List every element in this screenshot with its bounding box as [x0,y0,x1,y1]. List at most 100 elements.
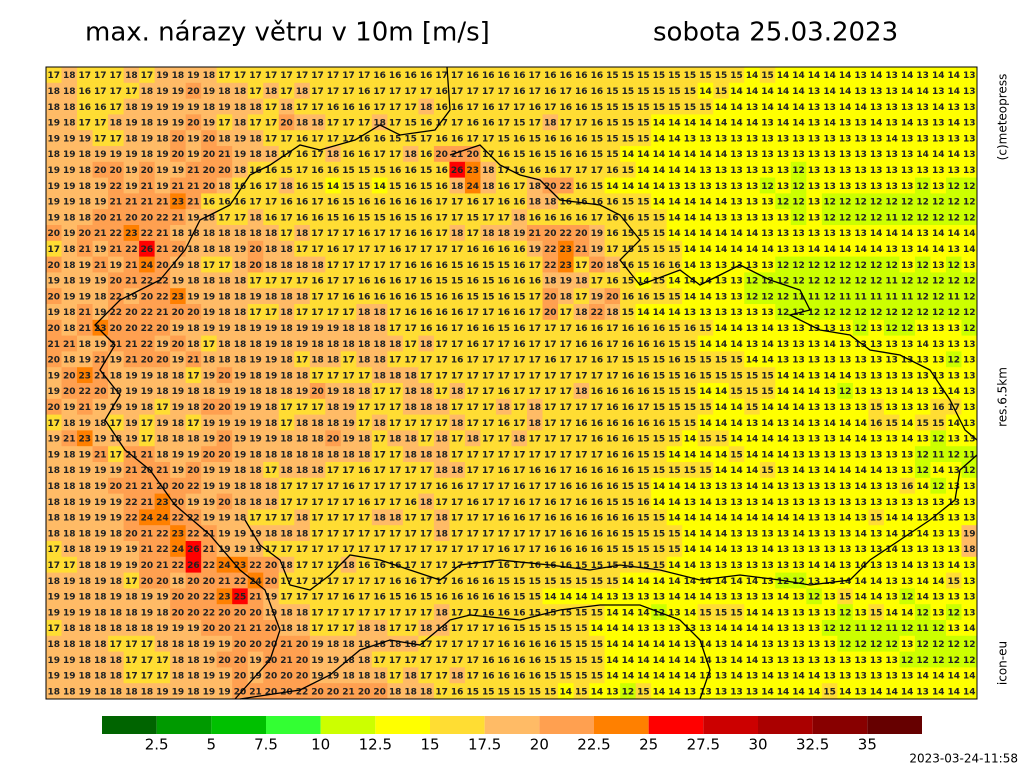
cell-value: 17 [466,371,479,381]
cell-value: 15 [342,166,355,176]
cell-value: 18 [265,419,278,429]
cell-value: 13 [963,593,976,603]
cell-value: 16 [575,498,588,508]
cell-value: 15 [622,198,635,208]
cell-value: 19 [94,577,107,587]
cell [790,82,807,100]
cell-value: 17 [420,134,433,144]
cell-value: 14 [730,119,743,129]
cell-value: 17 [110,419,123,429]
cell-value: 19 [172,103,185,113]
cell-value: 21 [79,308,92,318]
cell-value: 18 [187,403,200,413]
cell-value: 13 [885,466,898,476]
cell-value: 16 [606,198,619,208]
cell-value: 17 [327,545,340,555]
cell-value: 18 [311,356,324,366]
cell-value: 16 [482,672,495,682]
cell-value: 14 [885,545,898,555]
cell-value: 15 [482,292,495,302]
cell-value: 21 [342,687,355,697]
cell-value: 16 [497,624,510,634]
cell-value: 15 [513,577,526,587]
cell-value: 15 [637,119,650,129]
cell-value: 17 [156,403,169,413]
cell [154,82,171,100]
cell-value: 13 [792,324,805,334]
cell-value: 13 [870,672,883,682]
cell-value: 15 [606,134,619,144]
cell-value: 18 [79,529,92,539]
cell-value: 17 [591,166,604,176]
cell-value: 17 [529,435,542,445]
cell-value: 14 [932,71,945,81]
cell-value: 15 [513,624,526,634]
cell-value: 18 [249,498,262,508]
cell-value: 18 [79,593,92,603]
cell-value: 13 [901,150,914,160]
cell-value: 18 [358,387,371,397]
cell-value: 17 [342,308,355,318]
cell-value: 17 [513,356,526,366]
cell-value: 16 [870,419,883,429]
cell-value: 17 [110,103,123,113]
cell [542,67,559,84]
cell-value: 15 [606,545,619,555]
cell-value: 13 [746,324,759,334]
cell [108,67,125,84]
cell-value: 20 [47,261,60,271]
cell-value: 19 [234,150,247,160]
cell-value: 17 [420,529,433,539]
cell [418,67,435,84]
cell-value: 13 [916,134,929,144]
cell-value: 17 [373,87,386,97]
cell-value: 22 [156,529,169,539]
cell-value: 21 [125,340,138,350]
cell-value: 15 [544,687,557,697]
cell-value: 17 [389,466,402,476]
cell-value: 18 [280,450,293,460]
cell-value: 16 [497,466,510,476]
cell-value: 13 [715,498,728,508]
cell-value: 15 [668,387,681,397]
cell-value: 13 [870,450,883,460]
cell-value: 16 [497,292,510,302]
cell-value: 14 [761,672,774,682]
cell-value: 13 [792,450,805,460]
cell-value: 17 [311,593,324,603]
cell-value: 17 [529,119,542,129]
cell-value: 17 [435,245,448,255]
cell-value: 17 [141,419,154,429]
cell-value: 14 [901,87,914,97]
cell-value: 18 [156,608,169,618]
cell-value: 16 [435,308,448,318]
cell-value: 12 [839,277,852,287]
cell-value: 19 [963,529,976,539]
cell-value: 17 [451,435,464,445]
cell-value: 17 [373,229,386,239]
cell-value: 16 [497,640,510,650]
cell [868,67,885,84]
cell [278,67,295,84]
cell-value: 16 [404,498,417,508]
cell-value: 18 [79,482,92,492]
cell-value: 20 [606,292,619,302]
cell-value: 18 [389,340,402,350]
cell-value: 18 [94,640,107,650]
cell-value: 16 [653,261,666,271]
cell-value: 15 [575,624,588,634]
cell-value: 13 [808,229,821,239]
cell-value: 19 [94,545,107,555]
cell-value: 16 [932,403,945,413]
cell-value: 14 [746,482,759,492]
cell-value: 18 [94,593,107,603]
cell-value: 17 [404,561,417,571]
cell-value: 14 [637,150,650,160]
cell-value: 13 [730,498,743,508]
cell-value: 16 [358,198,371,208]
cell-value: 14 [916,529,929,539]
cell-value: 13 [839,229,852,239]
cell-value: 14 [637,640,650,650]
cell-value: 14 [932,466,945,476]
cell [821,98,838,115]
